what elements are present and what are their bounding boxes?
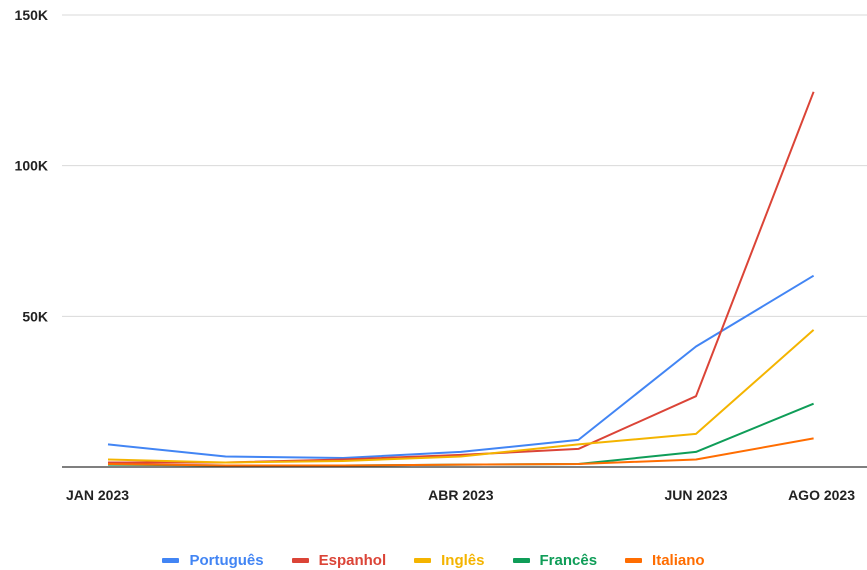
- legend-label: Espanhol: [318, 551, 387, 569]
- x-tick-label: AGO 2023: [788, 487, 855, 503]
- x-tick-label: JUN 2023: [664, 487, 727, 503]
- series-line-inglês: [107, 329, 815, 464]
- legend-swatch: [291, 557, 309, 563]
- y-tick-label: 100K: [15, 158, 48, 174]
- gridlines: [62, 14, 867, 317]
- series-line-português: [107, 274, 815, 459]
- legend-item[interactable]: Italiano: [625, 552, 705, 569]
- legend-item[interactable]: Inglês: [414, 551, 485, 569]
- x-axis-ticks: JAN 2023 ABR 2023 JUN 2023 AGO 2023: [66, 487, 855, 503]
- line-chart: 150K 100K 50K JAN 2023 ABR 2023 JUN 2023 AGO …: [15, 7, 867, 503]
- legend-label: Francês: [539, 551, 598, 569]
- legend-label: Inglês: [441, 551, 485, 569]
- series-lines: [107, 91, 815, 467]
- legend-label: Italiano: [652, 551, 705, 569]
- legend-swatch: [162, 557, 180, 563]
- legend-label: Português: [189, 551, 264, 569]
- legend-item[interactable]: Português: [162, 551, 264, 569]
- legend: Português Espanhol Inglês Francês Italiano: [0, 550, 867, 570]
- series-line-espanhol: [108, 91, 815, 464]
- y-tick-label: 50K: [22, 308, 48, 324]
- y-tick-label: 150K: [15, 7, 48, 23]
- series-line-italiano: [107, 437, 814, 467]
- legend-item[interactable]: Espanhol: [291, 551, 387, 569]
- legend-swatch: [414, 557, 432, 563]
- legend-swatch: [625, 557, 643, 563]
- legend-swatch: [512, 557, 530, 563]
- legend-item[interactable]: Francês: [512, 551, 598, 569]
- x-tick-label: JAN 2023: [66, 487, 129, 503]
- x-tick-label: ABR 2023: [428, 487, 494, 503]
- y-axis-ticks: 150K 100K 50K: [15, 7, 48, 324]
